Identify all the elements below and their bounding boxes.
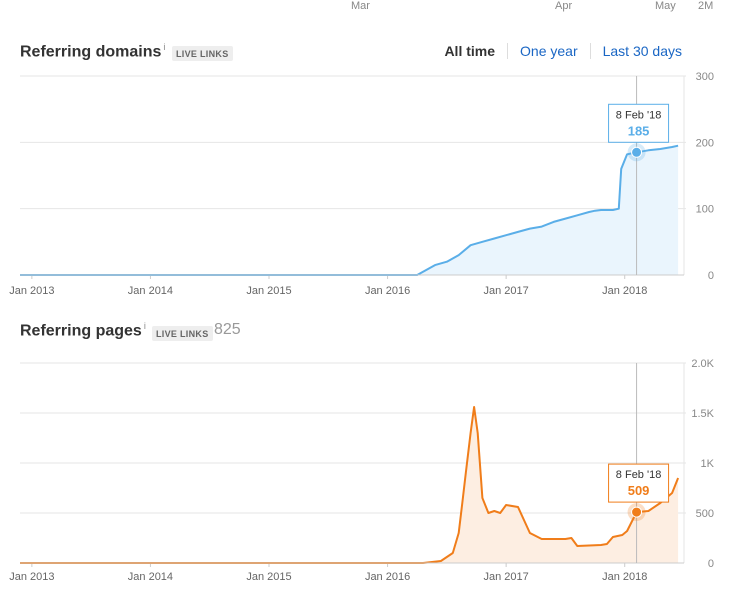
domains-tooltip-value: 185 (628, 123, 650, 138)
pages-x-tick-label: Jan 2017 (484, 571, 529, 583)
pages-series-line (20, 406, 680, 564)
top-axis-tick: Mar (351, 0, 370, 12)
pages-tooltip-box (608, 463, 670, 503)
pages-chart-group: 0 500 1K 1.5K 2.0K Jan 2013 Jan 2014 Jan 2015 Ja… (9, 358, 714, 583)
live-links-badge: LIVE LINKS (172, 46, 233, 61)
pages-y-tick-label: 1.5K (691, 408, 714, 420)
domains-x-tick-label: Jan 2018 (602, 285, 647, 297)
pages-area (20, 407, 679, 563)
top-axis-tick: 2M (698, 0, 714, 12)
pages-x-tick-label: Jan 2013 (9, 571, 54, 583)
domains-x-tick-label: Jan 2014 (128, 285, 173, 297)
domains-x-tick-label: Jan 2013 (9, 285, 54, 297)
domains-chart-group: 0 100 200 300 Jan 2013 Jan 2014 Jan 2015 Jan 20… (9, 71, 714, 297)
info-icon[interactable]: i (143, 321, 146, 331)
referring-pages-title: Referring pages i (20, 321, 146, 340)
top-axis-tick: Apr (555, 0, 573, 12)
pages-y-tick-label: 500 (696, 508, 714, 520)
pages-y-tick-label: 2.0K (691, 358, 714, 370)
time-range-tabs: All time One year Last 30 days (432, 43, 694, 59)
domains-x-tick-label: Jan 2015 (246, 285, 291, 297)
referring-domains-title: Referring domains i (20, 42, 165, 61)
pages-x-tick-label: Jan 2014 (128, 571, 173, 583)
referring-domains-title-text: Referring domains (20, 43, 162, 61)
pages-marker (631, 506, 643, 518)
domains-y-tick-label: 0 (708, 270, 714, 282)
pages-x-tick-label: Jan 2016 (365, 571, 410, 583)
domains-area (20, 145, 679, 275)
pages-tooltip-date: 8 Feb '18 (616, 469, 662, 481)
domains-x-tick-label: Jan 2017 (484, 285, 529, 297)
referring-pages-title-text: Referring pages (20, 322, 142, 340)
domains-tooltip-box (608, 103, 670, 143)
referring-pages-count: 825 (214, 321, 241, 338)
pages-x-tick-label: Jan 2015 (246, 571, 291, 583)
domains-y-tick-label: 100 (696, 204, 714, 216)
tab-all-time[interactable]: All time (444, 43, 496, 59)
pages-y-tick-label: 1K (701, 458, 715, 470)
tab-last-30-days[interactable]: Last 30 days (589, 43, 694, 59)
info-icon[interactable]: i (163, 42, 166, 52)
domains-marker (631, 146, 643, 158)
domains-x-tick-label: Jan 2016 (365, 285, 410, 297)
live-links-badge: LIVE LINKS (152, 326, 213, 341)
domains-y-tick-label: 200 (696, 137, 714, 149)
tab-one-year[interactable]: One year (507, 43, 590, 59)
pages-tooltip-value: 509 (628, 483, 650, 498)
top-axis-tick: May (655, 0, 676, 12)
pages-y-tick-label: 0 (708, 558, 714, 570)
domains-y-tick-label: 300 (696, 71, 714, 83)
domains-tooltip-date: 8 Feb '18 (616, 109, 662, 121)
pages-x-tick-label: Jan 2018 (602, 571, 647, 583)
